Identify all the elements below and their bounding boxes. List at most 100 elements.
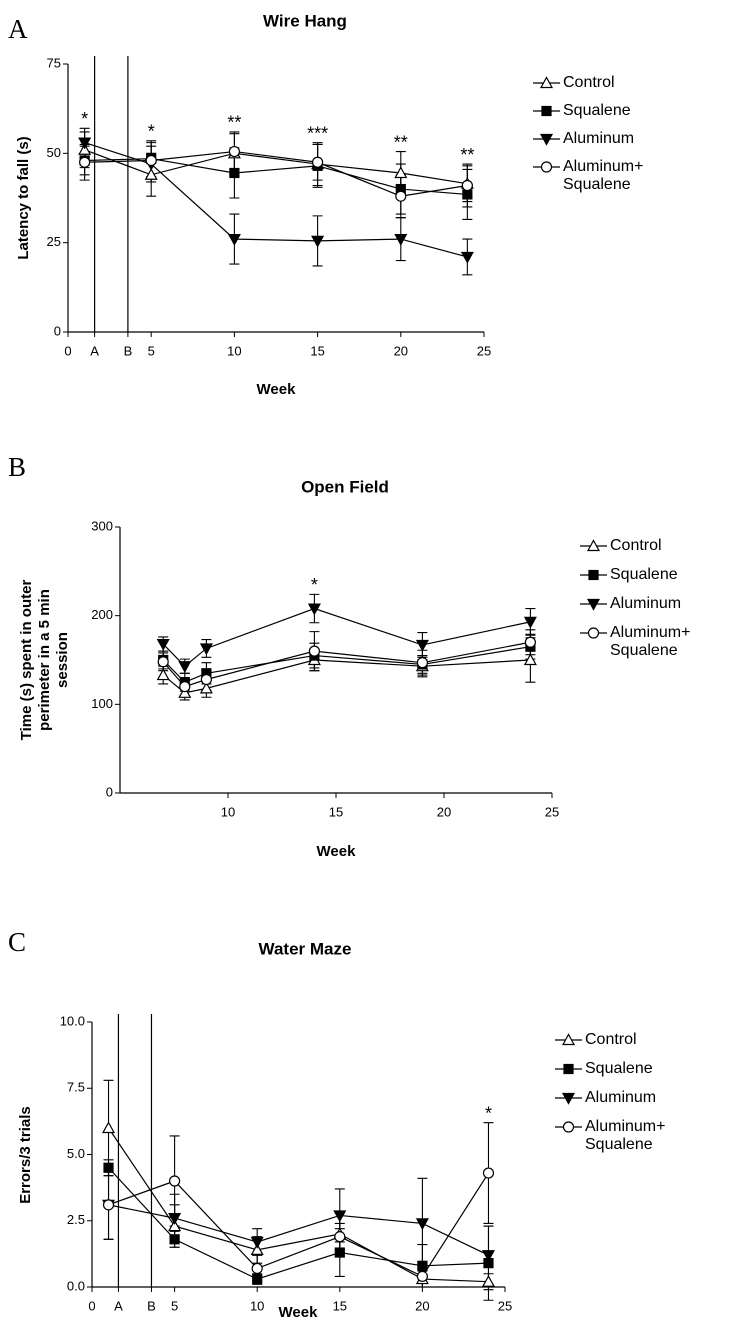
series-line [162, 641, 531, 688]
marker [252, 1273, 263, 1285]
marker [415, 1218, 429, 1231]
marker [145, 154, 157, 167]
x-tick-label: 20 [437, 804, 451, 819]
y-tick-label: 200 [91, 607, 113, 622]
legend-label: Aluminum+ Squalene [610, 624, 690, 659]
marker [156, 638, 170, 651]
y-tick-label: 75 [47, 55, 61, 70]
marker [200, 673, 212, 686]
marker [312, 156, 324, 168]
x-tick-label: 10 [221, 804, 235, 819]
series-line [84, 150, 468, 197]
legend-label: Squalene [585, 1060, 653, 1077]
marker [179, 680, 191, 693]
marker [250, 1236, 264, 1249]
x-tick-label: 15 [329, 804, 343, 819]
marker [394, 233, 408, 246]
legend-label: Aluminum [585, 1089, 656, 1106]
legend-marker [539, 133, 554, 146]
marker [523, 653, 537, 666]
x-tick-label: 25 [477, 343, 491, 358]
marker [157, 656, 169, 668]
legend-marker [561, 1033, 576, 1046]
marker [78, 137, 92, 150]
marker [169, 1234, 180, 1245]
marker [199, 643, 213, 656]
significance-marker: * [485, 1103, 492, 1123]
x-axis-label: Week [257, 381, 297, 398]
y-tick-label: 25 [47, 234, 61, 249]
x-tick-label: A [114, 1298, 123, 1313]
y-tick-label: 300 [91, 518, 113, 533]
legend-label: Squalene [563, 102, 631, 119]
legend-label: Control [610, 537, 662, 554]
x-axis-label: Week [279, 1304, 319, 1321]
chart-title: Open Field [301, 477, 389, 496]
x-tick-label: 5 [171, 1298, 178, 1313]
marker [334, 1231, 346, 1243]
marker [102, 1121, 116, 1134]
legend-marker [541, 105, 552, 117]
x-tick-label: 0 [88, 1298, 95, 1313]
marker [250, 1243, 264, 1255]
marker [168, 1213, 182, 1225]
x-tick-label: 15 [310, 343, 324, 358]
y-tick-label: 2.5 [67, 1212, 85, 1227]
series-line [108, 1172, 489, 1278]
x-tick-label: 20 [415, 1298, 429, 1313]
marker [178, 686, 192, 698]
series-line [108, 1167, 489, 1280]
legend-marker [586, 539, 601, 552]
x-tick-label: B [147, 1298, 156, 1313]
marker [229, 167, 240, 179]
x-tick-label: 0 [64, 343, 71, 358]
panel-letter: A [8, 14, 28, 44]
marker [462, 189, 473, 200]
marker [481, 1250, 495, 1262]
marker [416, 657, 428, 669]
y-tick-label: 5.0 [67, 1146, 85, 1161]
marker [415, 639, 429, 652]
significance-marker: * [148, 122, 155, 142]
x-tick-label: 15 [333, 1298, 347, 1313]
y-tick-label: 0 [54, 323, 61, 338]
y-tick-label: 0.0 [67, 1278, 85, 1293]
y-axis-label: Latency to fall (s) [15, 136, 32, 259]
marker [394, 166, 408, 179]
marker [251, 1262, 263, 1275]
x-tick-label: 10 [227, 343, 241, 358]
marker [481, 1274, 495, 1287]
series-line [162, 607, 531, 668]
legend-label: Control [563, 74, 615, 91]
marker [395, 190, 407, 202]
x-tick-label: 25 [545, 804, 559, 819]
significance-marker: ** [460, 145, 474, 165]
legend-marker [561, 1092, 576, 1105]
legend-label: Control [585, 1031, 637, 1048]
legend-label: Aluminum+ Squalene [585, 1118, 665, 1153]
marker [307, 603, 321, 616]
marker [308, 645, 320, 657]
significance-marker: * [81, 109, 88, 129]
marker [333, 1210, 347, 1223]
marker [168, 1219, 182, 1232]
x-tick-label: 10 [250, 1298, 264, 1313]
y-tick-label: 50 [47, 145, 61, 160]
legend-label: Aluminum [610, 595, 681, 612]
y-axis-label: Time (s) spent in outerperimeter in a 5 … [18, 580, 71, 741]
y-tick-label: 10.0 [60, 1013, 85, 1028]
marker [417, 1260, 428, 1271]
legend-label: Aluminum [563, 130, 634, 147]
legend-label: Squalene [610, 566, 678, 583]
chart-title: Wire Hang [263, 11, 347, 30]
x-axis-label: Week [317, 843, 357, 860]
marker [144, 168, 158, 180]
marker [169, 1175, 181, 1187]
series-line [84, 158, 468, 196]
x-tick-label: B [124, 343, 133, 358]
marker [482, 1167, 495, 1179]
marker [103, 1162, 114, 1173]
significance-marker: *** [307, 123, 328, 143]
y-tick-label: 7.5 [67, 1080, 85, 1095]
marker [199, 681, 213, 694]
